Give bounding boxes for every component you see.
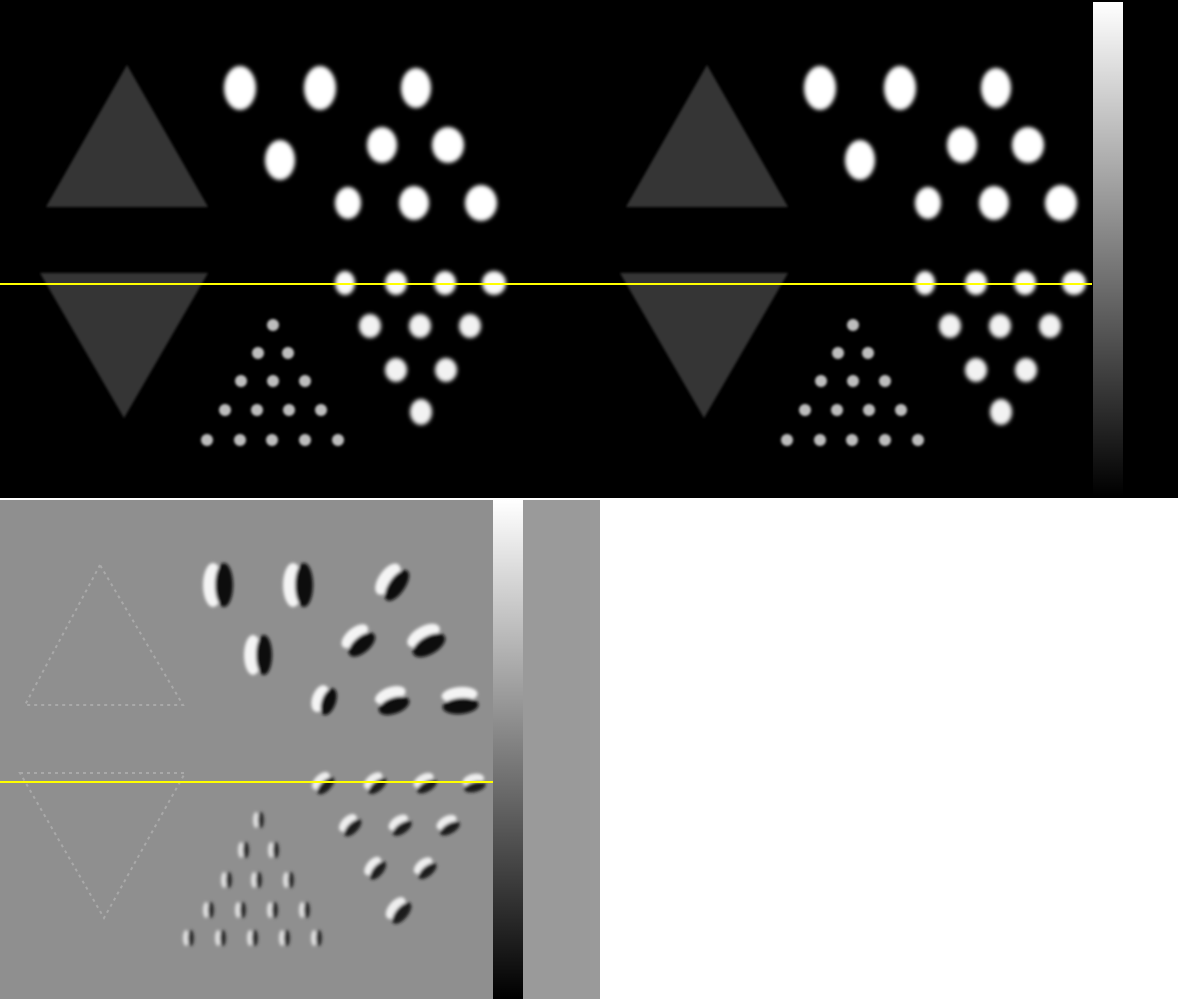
hot-spots-small [201, 319, 344, 446]
difference-svg [0, 500, 523, 999]
hot-spots-medium [335, 271, 506, 425]
reconstruction-right-image [620, 65, 1086, 446]
hot-spots-small [781, 319, 924, 446]
hot-spots-large [804, 66, 1077, 221]
cold-triangle-upper-left [46, 65, 208, 207]
difference-field [0, 500, 493, 999]
reconstructions-svg [0, 2, 1123, 496]
difference-dipoles-small [183, 812, 322, 946]
hot-spots-medium [915, 271, 1086, 425]
top-figure-panel [0, 0, 1178, 498]
colorbar-bottom [493, 500, 523, 999]
difference-dipoles-large [203, 563, 479, 716]
cold-triangle-lower-left [40, 273, 208, 418]
difference-triangle-lower [18, 772, 187, 921]
bottom-figure-panel [0, 500, 600, 999]
hot-spots-large [224, 66, 497, 221]
cold-triangle-lower-left [620, 273, 788, 418]
colorbar-top [1093, 2, 1123, 496]
reconstruction-left-image [40, 65, 506, 446]
difference-dipoles-medium [312, 772, 486, 924]
cold-triangle-upper-left [626, 65, 788, 207]
difference-triangle-upper [23, 562, 185, 706]
